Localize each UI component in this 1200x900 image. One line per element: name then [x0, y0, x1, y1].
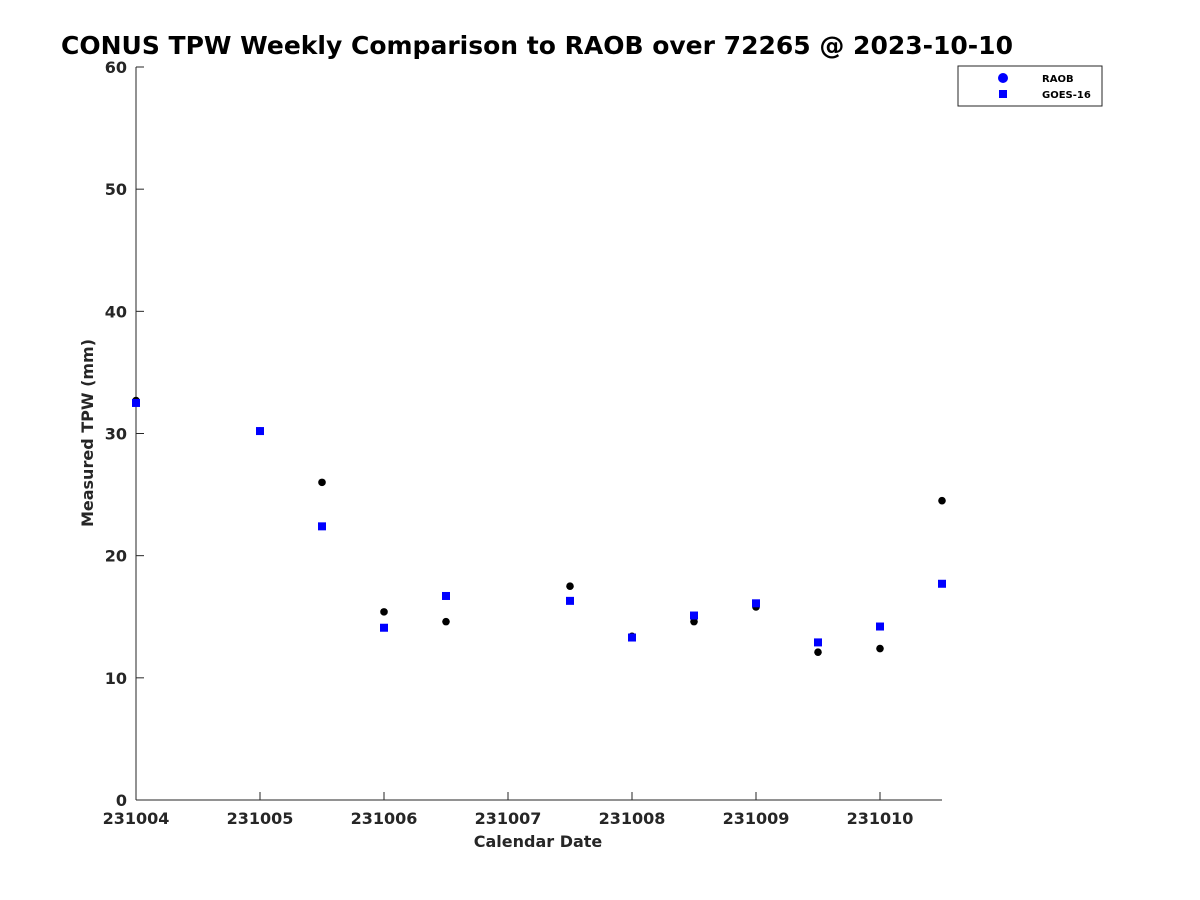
- x-tick-label: 231006: [351, 809, 418, 828]
- y-tick-label: 30: [105, 425, 127, 444]
- legend-raob-marker: [998, 73, 1008, 83]
- x-axis-ticks: 231004 231005 231006 231007 231008 231009 2310…: [103, 792, 914, 828]
- y-tick-label: 20: [105, 547, 127, 566]
- x-tick-label: 231007: [475, 809, 542, 828]
- goes16-point: [938, 579, 946, 588]
- legend-goes16-marker: [999, 90, 1007, 98]
- raob-point: [876, 644, 884, 653]
- y-axis-ticks: 0 10 20 30 40 50 60: [105, 58, 144, 810]
- y-tick-label: 50: [105, 180, 127, 199]
- x-tick-label: 231008: [599, 809, 666, 828]
- series-raob: [132, 396, 946, 656]
- y-tick-label: 10: [105, 669, 127, 688]
- raob-point: [380, 608, 388, 616]
- raob-point: [566, 582, 574, 591]
- raob-point: [442, 617, 450, 626]
- legend-label: RAOB: [1042, 74, 1074, 85]
- goes16-point: [628, 633, 636, 642]
- y-tick-label: 0: [116, 791, 127, 810]
- goes16-point: [876, 622, 884, 631]
- series-goes-16: [132, 398, 946, 647]
- data-points: [132, 396, 946, 656]
- goes16-point: [256, 427, 264, 436]
- goes16-point: [752, 599, 760, 608]
- goes16-point: [132, 398, 140, 407]
- legend: RAOB GOES-16: [957, 65, 1103, 107]
- goes16-point: [814, 638, 822, 647]
- x-tick-label: 231009: [723, 809, 790, 828]
- raob-point: [938, 496, 946, 505]
- x-tick-label: 231010: [847, 809, 914, 828]
- y-tick-label: 40: [105, 302, 127, 321]
- raob-point: [690, 617, 698, 626]
- raob-point: [814, 648, 822, 656]
- x-axis-label: Calendar Date: [474, 832, 603, 851]
- y-axis-label: Measured TPW (mm): [78, 339, 97, 527]
- x-tick-label: 231004: [103, 809, 170, 828]
- goes16-point: [380, 623, 388, 632]
- raob-point: [318, 478, 326, 487]
- goes16-point: [566, 596, 574, 605]
- legend-label: GOES-16: [1042, 90, 1091, 101]
- legend-box: [957, 65, 1103, 107]
- goes16-point: [442, 591, 450, 600]
- y-tick-label: 60: [105, 58, 127, 77]
- goes16-point: [318, 522, 326, 531]
- chart-title: CONUS TPW Weekly Comparison to RAOB over…: [61, 31, 1013, 60]
- x-tick-label: 231005: [227, 809, 294, 828]
- goes16-point: [690, 611, 698, 620]
